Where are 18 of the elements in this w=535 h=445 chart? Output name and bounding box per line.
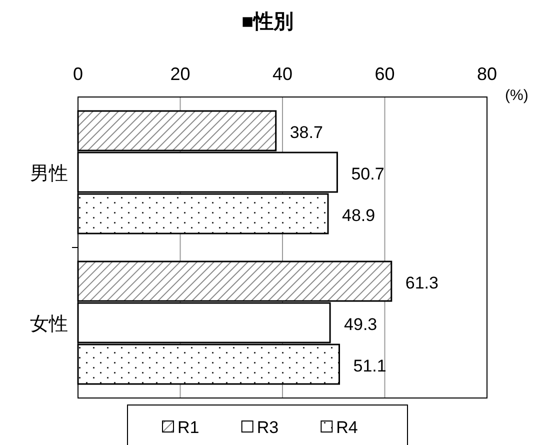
y-tick-label: 女性	[30, 314, 68, 335]
legend-label: R3	[256, 418, 279, 437]
chart-title: ■性別	[241, 11, 294, 33]
x-tick-label: 20	[170, 64, 190, 84]
x-tick-label: 60	[374, 64, 395, 84]
x-tick-label: 0	[72, 64, 84, 84]
legend-label: R4	[336, 418, 358, 437]
data-label: 51.1	[353, 356, 386, 376]
data-label: 49.3	[344, 314, 378, 334]
x-tick-label: 40	[272, 64, 293, 84]
data-label: 50.7	[351, 164, 384, 184]
data-label: 61.3	[405, 273, 438, 292]
x-axis-title: (%)	[505, 87, 528, 104]
data-label: 38.7	[290, 122, 323, 142]
legend-label: R1	[178, 418, 200, 437]
x-tick-label: 80	[476, 64, 498, 84]
data-label: 48.9	[342, 206, 376, 225]
y-tick-label: 男性	[30, 163, 68, 184]
